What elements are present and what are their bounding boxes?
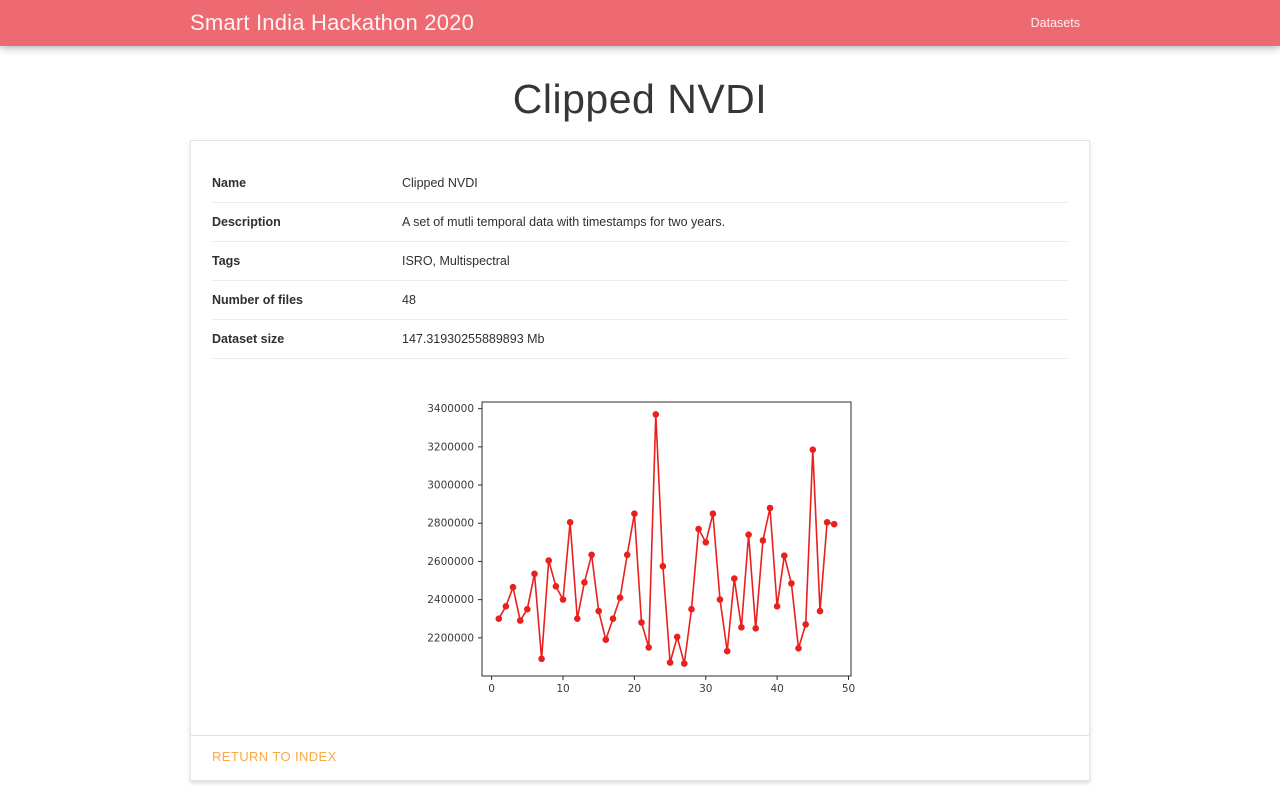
data-point — [495, 615, 503, 622]
y-tick-label: 3200000 — [427, 441, 474, 453]
data-point — [766, 504, 774, 512]
data-point — [566, 519, 574, 526]
detail-label: Description — [212, 215, 281, 229]
nav-link-datasets[interactable]: Datasets — [1030, 16, 1080, 30]
y-tick-label: 2600000 — [427, 556, 474, 568]
data-point — [702, 539, 710, 546]
return-to-index-link[interactable]: RETURN TO INDEX — [212, 749, 337, 764]
data-point — [802, 621, 809, 628]
data-point — [773, 603, 781, 610]
x-tick-label: 40 — [770, 683, 783, 695]
app-header: Smart India Hackathon 2020 Datasets — [0, 0, 1280, 46]
detail-row: Description A set of mutli temporal data … — [212, 203, 1068, 242]
detail-row: Name Clipped NVDI — [212, 164, 1068, 203]
data-point — [574, 615, 581, 622]
data-point — [673, 633, 681, 641]
data-point — [731, 575, 738, 582]
x-tick-label: 20 — [628, 683, 641, 695]
detail-row: Number of files 48 — [212, 281, 1068, 320]
detail-value: ISRO, Multispectral — [402, 254, 510, 268]
data-point — [795, 645, 802, 652]
data-point — [695, 525, 702, 533]
x-tick-label: 30 — [699, 683, 712, 695]
data-point — [509, 583, 517, 591]
data-point — [638, 619, 645, 626]
data-point — [723, 647, 731, 655]
card-body: Name Clipped NVDI Description A set of mutl… — [191, 141, 1089, 735]
data-point — [681, 660, 688, 667]
detail-value: 147.31930255889893 Mb — [402, 332, 545, 346]
data-point — [524, 605, 531, 613]
data-point — [709, 510, 717, 517]
header-container: Smart India Hackathon 2020 Datasets — [190, 10, 1090, 36]
detail-row: Tags ISRO, Multispectral — [212, 242, 1068, 281]
data-point — [816, 607, 824, 615]
data-point — [581, 579, 588, 586]
y-tick-label: 2400000 — [427, 594, 474, 606]
data-point — [552, 583, 560, 590]
data-point — [830, 520, 838, 528]
data-point — [781, 552, 788, 559]
data-point — [759, 537, 767, 544]
data-point — [602, 636, 610, 643]
y-tick-label: 3000000 — [427, 480, 474, 492]
data-point — [788, 580, 795, 587]
detail-label: Tags — [212, 254, 241, 268]
y-tick-label: 2800000 — [427, 518, 474, 530]
data-point — [631, 510, 638, 517]
data-point — [716, 596, 724, 603]
data-point — [538, 655, 545, 663]
data-point — [809, 446, 817, 453]
data-point — [609, 615, 617, 622]
data-point — [588, 551, 595, 559]
data-line — [498, 414, 835, 664]
y-tick-label: 3400000 — [427, 403, 474, 415]
data-point — [531, 570, 538, 578]
x-tick-label: 50 — [842, 683, 855, 695]
data-point — [595, 607, 602, 615]
x-tick-label: 10 — [556, 683, 569, 695]
detail-value: 48 — [402, 293, 416, 307]
timeseries-chart: 2200000 2400000 2600000 2800000 3000000 32000… — [427, 401, 855, 695]
data-point — [666, 659, 674, 666]
brand-title[interactable]: Smart India Hackathon 2020 — [190, 10, 475, 35]
page-title: Clipped NVDI — [512, 76, 768, 122]
detail-row: Dataset size 147.31930255889893 Mb — [212, 320, 1068, 359]
x-tick-label: 0 — [488, 683, 495, 695]
data-point — [823, 519, 831, 526]
detail-value: A set of mutli temporal data with timest… — [402, 215, 726, 229]
data-point — [645, 644, 652, 651]
chart-container: 2200000 2400000 2600000 2800000 3000000 32000… — [212, 389, 1068, 735]
data-point — [559, 596, 567, 603]
dataset-card: Name Clipped NVDI Description A set of mutl… — [190, 140, 1090, 781]
data-point — [652, 411, 660, 418]
detail-label: Number of files — [212, 293, 303, 307]
data-point — [502, 603, 510, 610]
details-table: Name Clipped NVDI Description A set of mutl… — [212, 164, 1068, 359]
data-point — [616, 594, 624, 601]
data-point — [745, 531, 752, 538]
data-point — [688, 605, 695, 613]
data-point — [623, 551, 631, 559]
detail-value: Clipped NVDI — [402, 176, 478, 190]
data-point — [659, 562, 667, 570]
data-point — [545, 557, 552, 564]
data-point — [752, 625, 759, 632]
y-tick-label: 2200000 — [427, 632, 474, 644]
card-footer: RETURN TO INDEX — [191, 735, 1089, 780]
detail-label: Dataset size — [212, 332, 285, 346]
detail-label: Name — [212, 176, 247, 190]
data-point — [516, 617, 524, 624]
data-point — [738, 624, 745, 631]
